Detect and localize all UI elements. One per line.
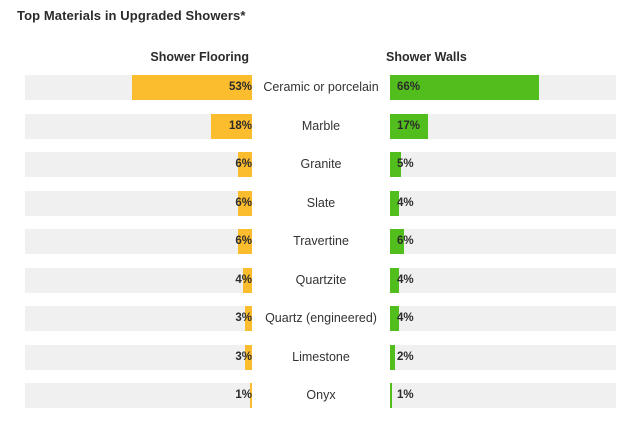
category-label: Granite bbox=[300, 157, 342, 171]
category-label: Travertine bbox=[293, 234, 349, 248]
walls-value-label: 2% bbox=[397, 351, 414, 363]
walls-track bbox=[390, 306, 616, 331]
flooring-track bbox=[25, 152, 252, 177]
category-label: Limestone bbox=[292, 350, 350, 364]
flooring-bar bbox=[211, 114, 252, 139]
flooring-value-label: 4% bbox=[235, 274, 252, 286]
category-label: Quartzite bbox=[295, 273, 347, 287]
walls-track bbox=[390, 383, 616, 408]
flooring-track bbox=[25, 306, 252, 331]
category-label: Marble bbox=[301, 119, 341, 133]
flooring-value-label: 3% bbox=[235, 351, 252, 363]
flooring-track bbox=[25, 191, 252, 216]
walls-value-label: 4% bbox=[397, 197, 414, 209]
walls-bar bbox=[390, 306, 399, 331]
flooring-track bbox=[25, 383, 252, 408]
chart-row: 6% Travertine 6% bbox=[0, 229, 642, 254]
walls-bar bbox=[390, 152, 401, 177]
flooring-track bbox=[25, 345, 252, 370]
walls-value-label: 4% bbox=[397, 274, 414, 286]
flooring-bar bbox=[243, 268, 252, 293]
flooring-bar bbox=[238, 152, 252, 177]
walls-bar bbox=[390, 268, 399, 293]
walls-track bbox=[390, 114, 616, 139]
walls-track bbox=[390, 229, 616, 254]
flooring-bar bbox=[238, 229, 252, 254]
flooring-value-label: 3% bbox=[235, 312, 252, 324]
flooring-track bbox=[25, 114, 252, 139]
chart-row: 1% Onyx 1% bbox=[0, 383, 642, 408]
chart-row: 6% Granite 5% bbox=[0, 152, 642, 177]
chart-row: 53% Ceramic or porcelain 66% bbox=[0, 75, 642, 100]
flooring-bar bbox=[250, 383, 252, 408]
chart-row: 4% Quartzite 4% bbox=[0, 268, 642, 293]
category-label: Ceramic or porcelain bbox=[263, 80, 379, 94]
flooring-bar bbox=[245, 345, 252, 370]
flooring-bar bbox=[132, 75, 252, 100]
walls-bar bbox=[390, 114, 428, 139]
walls-bar bbox=[390, 229, 404, 254]
category-label: Quartz (engineered) bbox=[265, 311, 377, 325]
chart-row: 3% Limestone 2% bbox=[0, 345, 642, 370]
flooring-bar bbox=[238, 191, 252, 216]
walls-track bbox=[390, 75, 616, 100]
walls-value-label: 66% bbox=[397, 81, 421, 93]
walls-bar bbox=[390, 191, 399, 216]
walls-value-label: 17% bbox=[397, 120, 421, 132]
chart-row: 6% Slate 4% bbox=[0, 191, 642, 216]
walls-track bbox=[390, 345, 616, 370]
flooring-value-label: 6% bbox=[235, 235, 252, 247]
flooring-value-label: 18% bbox=[228, 120, 252, 132]
flooring-track bbox=[25, 268, 252, 293]
category-label: Slate bbox=[306, 196, 336, 210]
walls-bar bbox=[390, 383, 392, 408]
legend-shower-walls: Shower Walls bbox=[386, 50, 467, 64]
chart-row: 3% Quartz (engineered) 4% bbox=[0, 306, 642, 331]
walls-bar bbox=[390, 345, 395, 370]
walls-value-label: 5% bbox=[397, 158, 414, 170]
flooring-track bbox=[25, 229, 252, 254]
chart-title: Top Materials in Upgraded Showers* bbox=[17, 8, 246, 23]
walls-track bbox=[390, 191, 616, 216]
walls-track bbox=[390, 268, 616, 293]
walls-track bbox=[390, 152, 616, 177]
flooring-value-label: 1% bbox=[235, 389, 252, 401]
flooring-value-label: 6% bbox=[235, 197, 252, 209]
legend-shower-flooring: Shower Flooring bbox=[150, 50, 249, 64]
walls-value-label: 4% bbox=[397, 312, 414, 324]
flooring-bar bbox=[245, 306, 252, 331]
walls-bar bbox=[390, 75, 539, 100]
flooring-track bbox=[25, 75, 252, 100]
walls-value-label: 1% bbox=[397, 389, 414, 401]
flooring-value-label: 53% bbox=[228, 81, 252, 93]
chart-row: 18% Marble 17% bbox=[0, 114, 642, 139]
walls-value-label: 6% bbox=[397, 235, 414, 247]
flooring-value-label: 6% bbox=[235, 158, 252, 170]
category-label: Onyx bbox=[306, 388, 336, 402]
